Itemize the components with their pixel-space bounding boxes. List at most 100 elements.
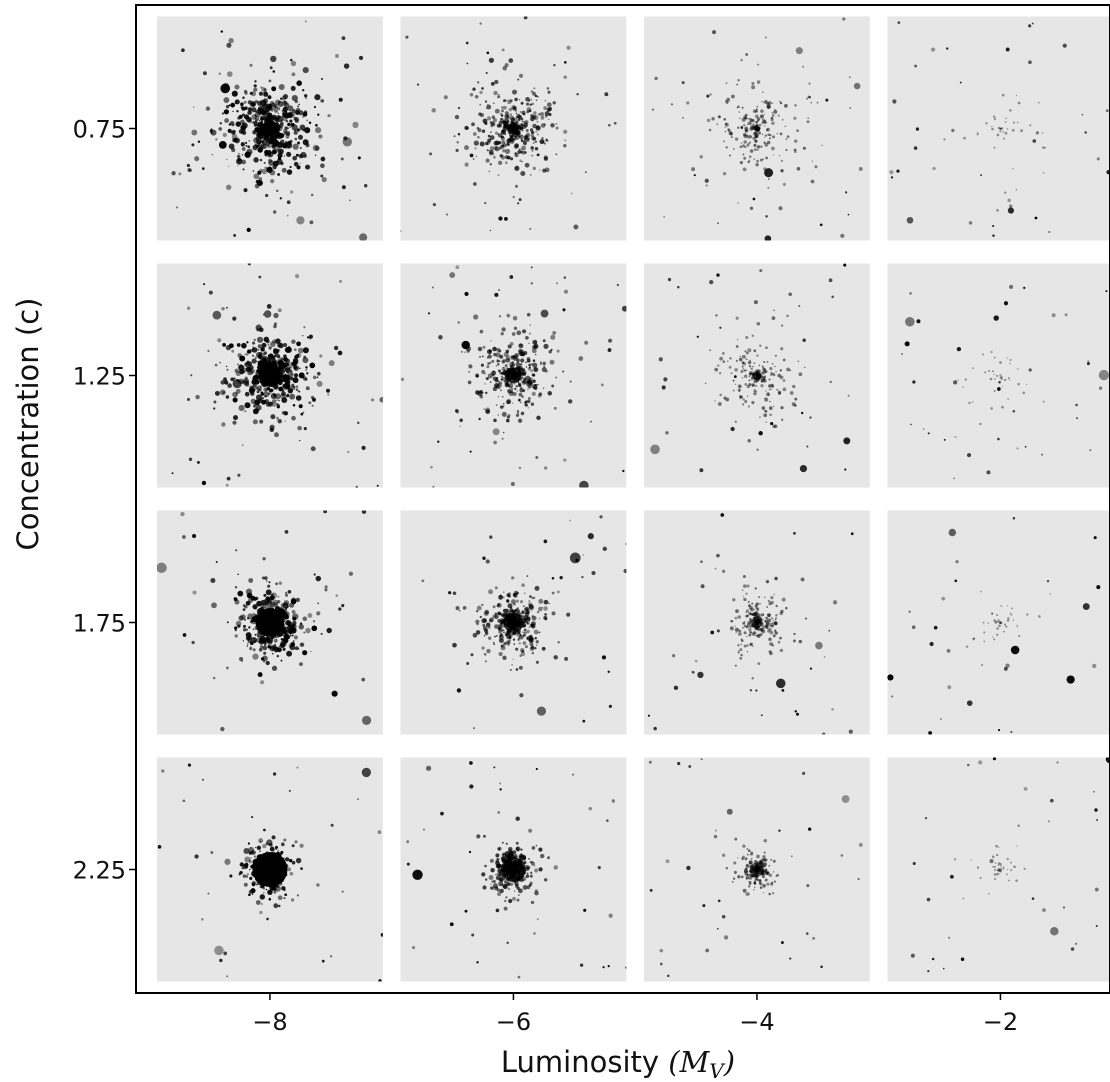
cluster-star	[262, 645, 268, 651]
field-star	[233, 234, 237, 237]
cluster-star	[752, 370, 755, 372]
cluster-star	[277, 403, 280, 407]
cluster-star	[760, 114, 764, 119]
field-star	[847, 213, 850, 216]
cluster-star	[268, 581, 271, 584]
cluster-star	[245, 141, 248, 144]
field-star	[259, 910, 263, 915]
cluster-star	[1022, 391, 1025, 395]
cluster-star	[266, 137, 273, 144]
cluster-star	[772, 424, 776, 429]
cluster-star	[241, 159, 247, 165]
cluster-star	[522, 329, 527, 334]
field-star	[437, 440, 440, 443]
field-star	[1005, 663, 1010, 668]
cluster-star	[465, 346, 472, 352]
field-star	[892, 99, 897, 104]
cluster-star	[977, 132, 979, 134]
field-star	[914, 64, 918, 68]
cluster-star	[227, 128, 232, 134]
field-star	[677, 285, 680, 289]
cluster-star	[760, 617, 762, 619]
cluster-star	[999, 622, 1002, 625]
cluster-star	[309, 220, 314, 225]
field-star	[422, 828, 425, 831]
cluster-star	[732, 389, 735, 392]
field-star	[955, 560, 959, 564]
cluster-star	[280, 637, 284, 641]
cluster-core	[752, 371, 762, 380]
cluster-star	[524, 628, 527, 631]
cluster-star	[481, 129, 486, 133]
cluster-star	[252, 377, 256, 381]
cluster-star	[268, 346, 272, 350]
cluster-star	[1012, 121, 1016, 124]
cluster-star	[244, 362, 248, 365]
cluster-star	[999, 376, 1002, 379]
cluster-star	[773, 365, 776, 368]
cluster-star	[810, 102, 812, 104]
cluster-star	[546, 107, 552, 112]
field-star	[333, 345, 339, 351]
cluster-star	[756, 145, 761, 149]
cluster-star	[254, 123, 256, 126]
cluster-panel	[400, 263, 627, 488]
field-star	[996, 208, 999, 212]
cluster-star	[773, 424, 778, 429]
cluster-star	[257, 147, 263, 153]
cluster-star	[302, 139, 309, 146]
field-star	[696, 335, 699, 338]
cluster-star	[498, 651, 503, 657]
cluster-star	[778, 392, 781, 395]
cluster-star	[529, 642, 534, 647]
cluster-star	[252, 354, 254, 357]
field-star	[742, 575, 746, 578]
cluster-star	[263, 91, 269, 97]
cluster-star	[244, 862, 249, 867]
cluster-star	[508, 107, 512, 112]
cluster-star	[750, 613, 753, 616]
cluster-star	[241, 342, 247, 349]
cluster-star	[531, 651, 534, 655]
cluster-star	[528, 137, 531, 140]
cluster-star	[704, 382, 707, 385]
cluster-star	[455, 410, 460, 414]
cluster-star	[549, 359, 555, 365]
cluster-star	[530, 900, 535, 905]
cluster-star	[529, 174, 532, 176]
cluster-star	[472, 132, 477, 136]
cluster-star	[760, 384, 764, 388]
cluster-star	[236, 379, 239, 382]
field-star	[201, 167, 205, 170]
field-star	[1046, 579, 1050, 583]
cluster-star	[244, 151, 251, 158]
cluster-star	[737, 631, 742, 636]
cluster-star	[536, 415, 541, 421]
cluster-star	[263, 593, 267, 597]
cluster-star	[766, 581, 769, 584]
field-star	[357, 421, 360, 425]
cluster-star	[751, 613, 754, 616]
cluster-star	[259, 125, 263, 129]
field-star	[650, 444, 660, 455]
cluster-star	[743, 597, 747, 602]
cluster-star	[232, 391, 238, 398]
cluster-star	[737, 79, 740, 82]
cluster-star	[509, 364, 512, 367]
field-star	[530, 282, 534, 285]
cluster-star	[499, 354, 504, 359]
cluster-star	[553, 655, 558, 660]
cluster-star	[194, 156, 200, 162]
cluster-star	[543, 155, 548, 160]
cluster-star	[532, 359, 536, 362]
cluster-star	[746, 134, 749, 137]
cluster-star	[312, 144, 319, 151]
cluster-star	[494, 635, 496, 638]
field-star	[766, 104, 771, 109]
cluster-star	[1003, 623, 1007, 626]
cluster-star	[244, 410, 247, 413]
field-star	[268, 79, 272, 83]
cluster-star	[530, 130, 535, 135]
field-star	[1024, 445, 1027, 448]
cluster-star	[302, 335, 304, 337]
